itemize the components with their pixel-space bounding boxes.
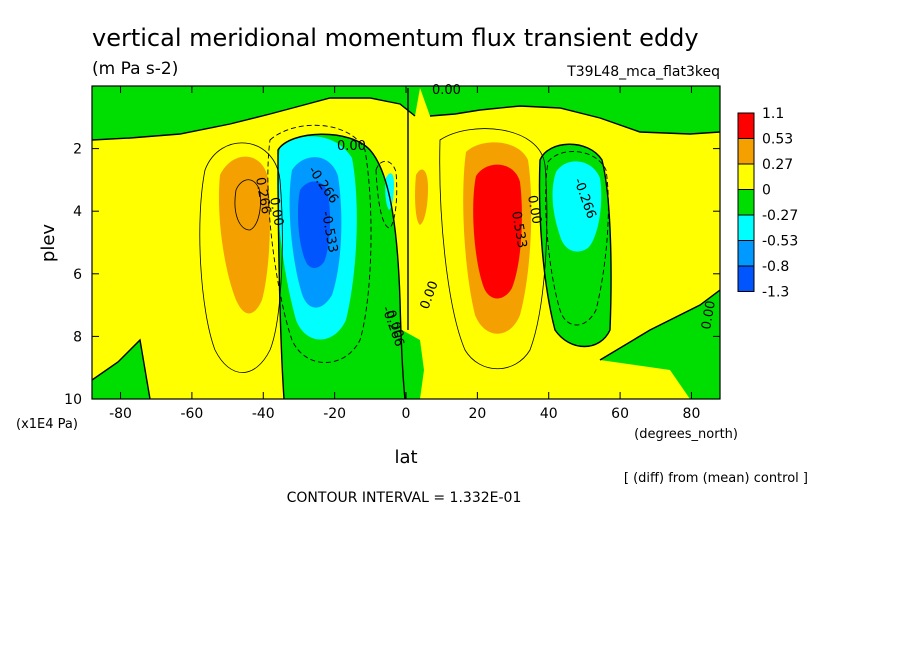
contour-label: 0.00 (524, 194, 544, 225)
contour-label: 0.00 (699, 300, 719, 331)
y-tick-label: 6 (73, 267, 82, 283)
x-tick-label: 40 (540, 406, 558, 422)
y-tick-label: 10 (64, 392, 82, 408)
footnote: [ (diff) from (mean) control ] (624, 471, 808, 486)
positive-contours (199, 128, 548, 373)
x-tick-label: 80 (683, 406, 701, 422)
colorbar-swatch (737, 138, 755, 165)
contour-label: 0.00 (432, 83, 461, 98)
negative-region-green (600, 290, 720, 399)
colorbar-label: -1.3 (762, 285, 789, 301)
colorbar-label: 1.1 (762, 106, 784, 122)
colorbar: 1.1 0.53 0.27 0 -0.27 -0.53 -0.8 -1.3 (737, 106, 798, 301)
x-tick-label: 60 (611, 406, 629, 422)
units-label: (m Pa s-2) (92, 59, 178, 79)
y-tick-label: 8 (73, 329, 82, 345)
x-axis-label: lat (394, 447, 417, 468)
chart-title: vertical meridional momentum flux transi… (92, 24, 699, 52)
colorbar-swatch (737, 189, 755, 216)
colorbar-label: 0.53 (762, 132, 793, 148)
x-axis: -80 -60 -40 -20 0 20 40 60 80 (109, 86, 700, 422)
zero-contours (92, 88, 720, 399)
positive-region-orange (415, 169, 428, 225)
colorbar-swatch (737, 163, 755, 190)
positive-region-orange (218, 156, 270, 314)
negative-region-blue (298, 181, 331, 268)
contour-field (92, 86, 720, 399)
negative-region-cyan (385, 173, 394, 210)
colorbar-swatch (737, 214, 755, 241)
negative-region-green (92, 340, 150, 399)
contour-label: 0.00 (266, 196, 286, 227)
run-label: T39L48_mca_flat3keq (566, 64, 720, 80)
negative-region-green (400, 330, 424, 399)
contour-interval: CONTOUR INTERVAL = 1.332E-01 (287, 490, 522, 506)
colorbar-swatch (737, 265, 755, 292)
colorbar-label: 0 (762, 183, 771, 199)
colorbar-swatch (737, 240, 755, 267)
negative-contours (267, 124, 609, 363)
colorbar-label: -0.8 (762, 259, 789, 275)
x-tick-label: -20 (323, 406, 346, 422)
y-tick-label: 2 (73, 142, 82, 158)
contour-label: 0.266 (252, 176, 273, 215)
colorbar-swatch (737, 112, 755, 139)
x-tick-label: -80 (109, 406, 132, 422)
contour-label: -0.533 (318, 210, 340, 254)
y-tick-label: 4 (73, 204, 82, 220)
colorbar-label: -0.53 (762, 234, 798, 250)
colorbar-label: -0.27 (762, 208, 798, 224)
contour-label: 0.533 (508, 210, 529, 249)
positive-region-red (473, 164, 522, 299)
y-axis-units: (x1E4 Pa) (16, 417, 78, 432)
y-axis: 2 4 6 8 10 (64, 142, 720, 408)
colorbar-label: 0.27 (762, 157, 793, 173)
x-tick-label: 0 (402, 406, 411, 422)
x-tick-label: 20 (468, 406, 486, 422)
y-axis-label: plev (38, 224, 59, 263)
x-axis-units: (degrees_north) (634, 427, 738, 442)
x-tick-label: -40 (252, 406, 275, 422)
x-tick-label: -60 (180, 406, 203, 422)
contour-label: 0.00 (337, 139, 366, 154)
negative-region-green (92, 86, 720, 140)
negative-region-cyan (552, 161, 602, 252)
